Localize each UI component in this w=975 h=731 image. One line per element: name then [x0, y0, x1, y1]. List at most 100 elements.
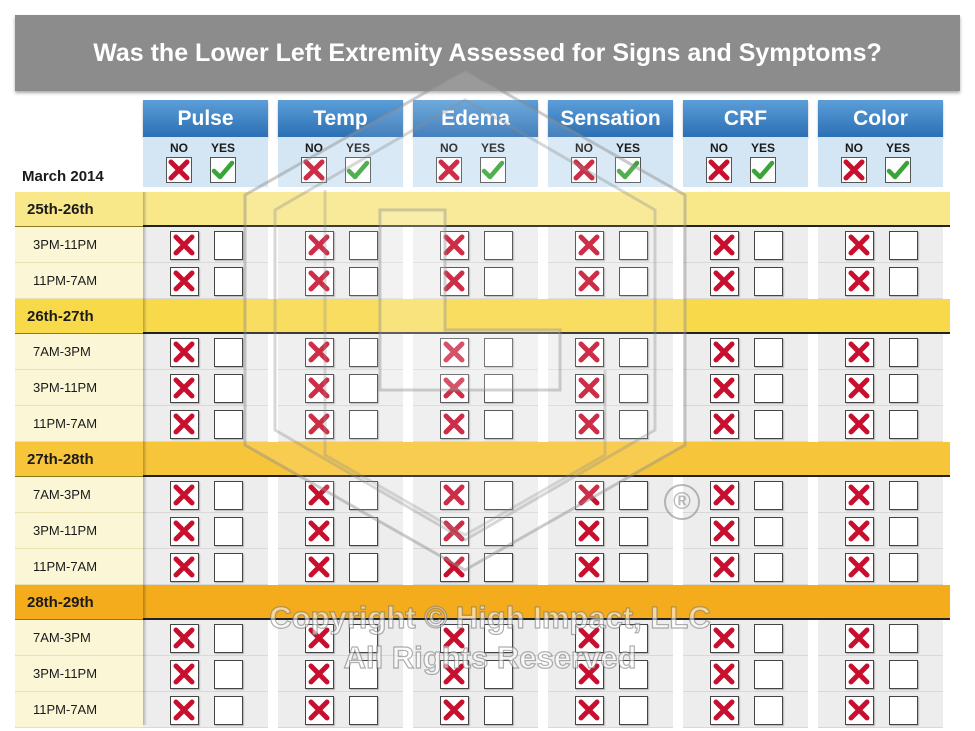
- yes-checkbox[interactable]: [214, 660, 243, 689]
- yes-checkbox[interactable]: [889, 267, 918, 296]
- no-checkbox[interactable]: [170, 553, 199, 582]
- no-checkbox[interactable]: [440, 517, 469, 546]
- no-checkbox[interactable]: [170, 696, 199, 725]
- yes-checkbox[interactable]: [754, 267, 783, 296]
- yes-checkbox[interactable]: [619, 660, 648, 689]
- yes-checkbox[interactable]: [889, 553, 918, 582]
- yes-checkbox[interactable]: [619, 553, 648, 582]
- yes-checkbox[interactable]: [349, 696, 378, 725]
- no-checkbox[interactable]: [170, 660, 199, 689]
- no-checkbox[interactable]: [575, 624, 604, 653]
- no-checkbox[interactable]: [305, 338, 334, 367]
- no-checkbox[interactable]: [710, 481, 739, 510]
- no-checkbox[interactable]: [305, 517, 334, 546]
- no-checkbox[interactable]: [575, 410, 604, 439]
- yes-checkbox[interactable]: [349, 410, 378, 439]
- yes-checkbox[interactable]: [484, 231, 513, 260]
- no-checkbox[interactable]: [305, 553, 334, 582]
- no-checkbox[interactable]: [710, 267, 739, 296]
- no-checkbox[interactable]: [710, 374, 739, 403]
- yes-checkbox[interactable]: [214, 517, 243, 546]
- yes-checkbox[interactable]: [889, 410, 918, 439]
- no-checkbox[interactable]: [845, 696, 874, 725]
- yes-checkbox[interactable]: [484, 338, 513, 367]
- no-checkbox[interactable]: [710, 696, 739, 725]
- no-checkbox[interactable]: [440, 660, 469, 689]
- yes-checkbox[interactable]: [619, 696, 648, 725]
- yes-checkbox[interactable]: [619, 338, 648, 367]
- yes-checkbox[interactable]: [484, 267, 513, 296]
- no-checkbox[interactable]: [845, 481, 874, 510]
- no-checkbox[interactable]: [845, 624, 874, 653]
- no-checkbox[interactable]: [575, 231, 604, 260]
- no-checkbox[interactable]: [710, 624, 739, 653]
- no-checkbox[interactable]: [440, 624, 469, 653]
- yes-checkbox[interactable]: [484, 481, 513, 510]
- yes-checkbox[interactable]: [619, 374, 648, 403]
- no-checkbox[interactable]: [845, 231, 874, 260]
- no-checkbox[interactable]: [440, 267, 469, 296]
- yes-checkbox[interactable]: [889, 338, 918, 367]
- yes-checkbox[interactable]: [484, 660, 513, 689]
- no-checkbox[interactable]: [710, 410, 739, 439]
- no-checkbox[interactable]: [440, 338, 469, 367]
- yes-checkbox[interactable]: [754, 624, 783, 653]
- no-checkbox[interactable]: [710, 660, 739, 689]
- yes-checkbox[interactable]: [349, 553, 378, 582]
- no-checkbox[interactable]: [845, 267, 874, 296]
- no-checkbox[interactable]: [845, 660, 874, 689]
- yes-checkbox[interactable]: [619, 267, 648, 296]
- yes-checkbox[interactable]: [889, 696, 918, 725]
- no-checkbox[interactable]: [845, 410, 874, 439]
- no-checkbox[interactable]: [305, 660, 334, 689]
- yes-checkbox[interactable]: [484, 374, 513, 403]
- no-checkbox[interactable]: [845, 374, 874, 403]
- no-checkbox[interactable]: [305, 624, 334, 653]
- yes-checkbox[interactable]: [214, 624, 243, 653]
- yes-checkbox[interactable]: [754, 553, 783, 582]
- yes-checkbox[interactable]: [754, 660, 783, 689]
- yes-checkbox[interactable]: [214, 231, 243, 260]
- yes-checkbox[interactable]: [754, 410, 783, 439]
- no-checkbox[interactable]: [170, 338, 199, 367]
- yes-checkbox[interactable]: [349, 660, 378, 689]
- yes-checkbox[interactable]: [619, 410, 648, 439]
- no-checkbox[interactable]: [440, 553, 469, 582]
- no-checkbox[interactable]: [575, 696, 604, 725]
- no-checkbox[interactable]: [710, 338, 739, 367]
- no-checkbox[interactable]: [440, 481, 469, 510]
- no-checkbox[interactable]: [575, 517, 604, 546]
- no-checkbox[interactable]: [170, 410, 199, 439]
- no-checkbox[interactable]: [170, 267, 199, 296]
- yes-checkbox[interactable]: [619, 517, 648, 546]
- yes-checkbox[interactable]: [484, 696, 513, 725]
- yes-checkbox[interactable]: [754, 517, 783, 546]
- yes-checkbox[interactable]: [484, 553, 513, 582]
- no-checkbox[interactable]: [575, 267, 604, 296]
- yes-checkbox[interactable]: [349, 267, 378, 296]
- yes-checkbox[interactable]: [484, 410, 513, 439]
- no-checkbox[interactable]: [170, 517, 199, 546]
- yes-checkbox[interactable]: [889, 374, 918, 403]
- yes-checkbox[interactable]: [889, 660, 918, 689]
- yes-checkbox[interactable]: [214, 267, 243, 296]
- yes-checkbox[interactable]: [214, 481, 243, 510]
- no-checkbox[interactable]: [305, 374, 334, 403]
- no-checkbox[interactable]: [845, 517, 874, 546]
- yes-checkbox[interactable]: [889, 231, 918, 260]
- yes-checkbox[interactable]: [484, 517, 513, 546]
- no-checkbox[interactable]: [575, 374, 604, 403]
- no-checkbox[interactable]: [710, 231, 739, 260]
- yes-checkbox[interactable]: [619, 231, 648, 260]
- no-checkbox[interactable]: [305, 410, 334, 439]
- yes-checkbox[interactable]: [889, 517, 918, 546]
- no-checkbox[interactable]: [710, 553, 739, 582]
- no-checkbox[interactable]: [170, 624, 199, 653]
- yes-checkbox[interactable]: [214, 696, 243, 725]
- yes-checkbox[interactable]: [349, 338, 378, 367]
- yes-checkbox[interactable]: [754, 338, 783, 367]
- no-checkbox[interactable]: [710, 517, 739, 546]
- no-checkbox[interactable]: [845, 338, 874, 367]
- yes-checkbox[interactable]: [349, 374, 378, 403]
- yes-checkbox[interactable]: [484, 624, 513, 653]
